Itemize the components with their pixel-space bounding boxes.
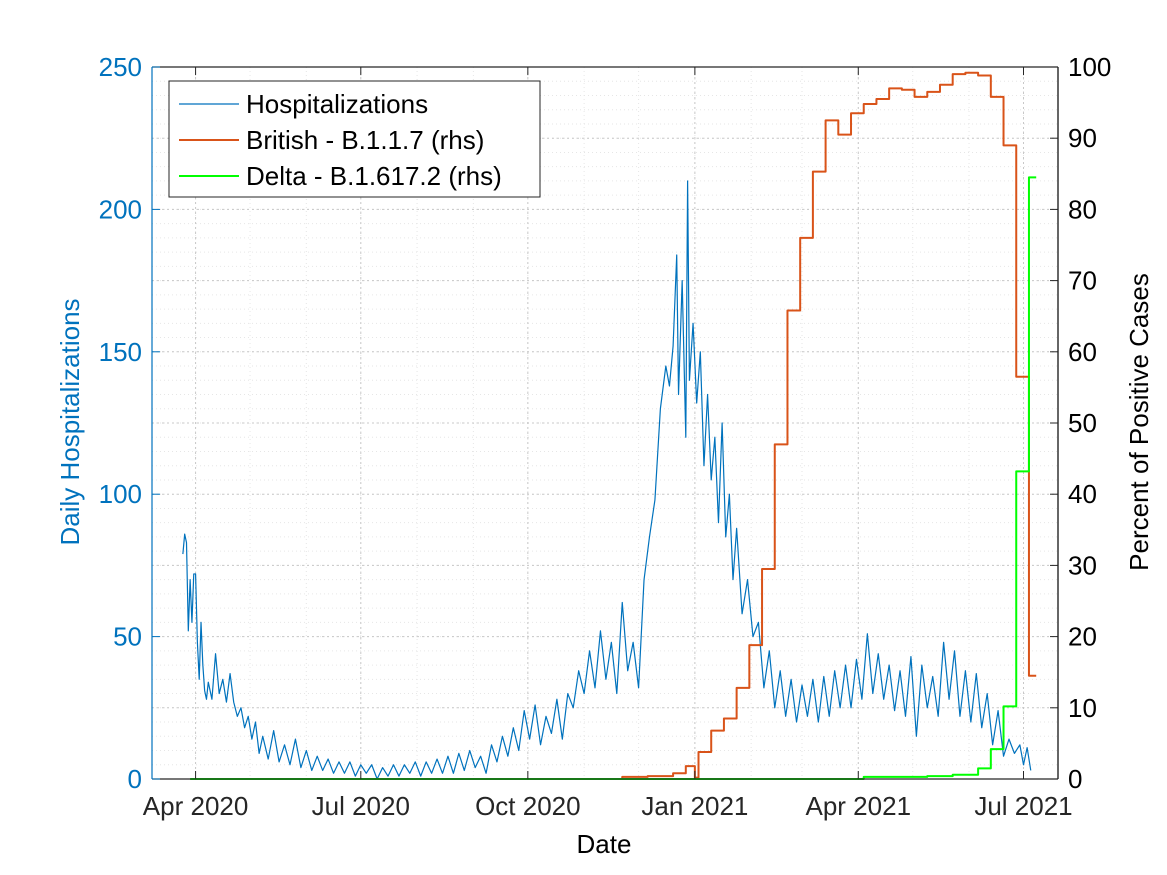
left-y-axis-label: Daily Hospitalizations (55, 298, 85, 545)
series-line-1 (621, 71, 1037, 779)
x-tick-label: Apr 2021 (806, 791, 912, 821)
x-tick-label: Apr 2020 (143, 791, 249, 821)
right-y-tick-label: 0 (1068, 764, 1082, 794)
left-y-tick-label: 250 (99, 52, 142, 82)
left-y-tick-label: 200 (99, 194, 142, 224)
left-y-tick-label: 150 (99, 337, 142, 367)
x-axis-label: Date (577, 829, 632, 859)
x-tick-label: Jul 2021 (974, 791, 1072, 821)
legend-label-0: Hospitalizations (246, 89, 428, 119)
right-y-tick-label: 20 (1068, 622, 1097, 652)
right-y-tick-label: 70 (1068, 266, 1097, 296)
x-tick-label: Jan 2021 (641, 791, 748, 821)
legend-label-1: British - B.1.1.7 (rhs) (246, 125, 484, 155)
right-y-axis-label: Percent of Positive Cases (1124, 273, 1154, 571)
x-tick-label: Oct 2020 (475, 791, 581, 821)
right-y-tick-label: 80 (1068, 194, 1097, 224)
right-y-tick-label: 40 (1068, 479, 1097, 509)
right-y-tick-label: 10 (1068, 693, 1097, 723)
left-y-tick-label: 50 (113, 622, 142, 652)
right-y-tick-label: 60 (1068, 337, 1097, 367)
left-y-tick-label: 100 (99, 479, 142, 509)
right-y-tick-label: 100 (1068, 52, 1111, 82)
left-y-tick-label: 0 (128, 764, 142, 794)
series-layer (182, 71, 1037, 780)
x-tick-label: Jul 2020 (312, 791, 410, 821)
right-y-tick-label: 30 (1068, 550, 1097, 580)
series-line-2 (190, 176, 1037, 780)
right-y-tick-label: 90 (1068, 123, 1097, 153)
grid-layer (152, 66, 1058, 780)
legend-label-2: Delta - B.1.617.2 (rhs) (246, 161, 502, 191)
series-line-0 (182, 180, 1032, 780)
legend: Hospitalizations British - B.1.1.7 (rhs) D… (168, 80, 541, 198)
axes-layer: Apr 2020 Jul 2020 Oct 2020 Jan 2021 Apr 2021… (99, 52, 1112, 821)
right-y-tick-label: 50 (1068, 408, 1097, 438)
